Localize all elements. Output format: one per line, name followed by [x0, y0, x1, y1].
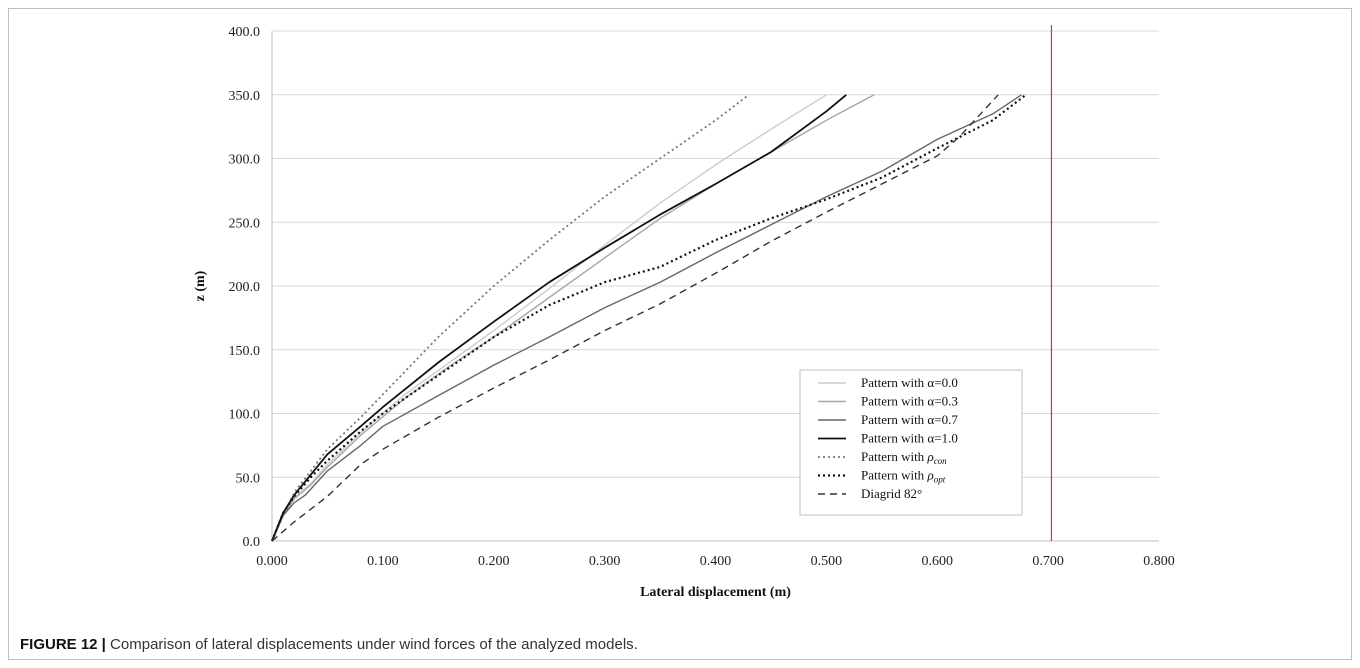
- y-tick-label: 200.0: [229, 280, 261, 295]
- legend: Pattern with α=0.0 Pattern with α=0.3 Patt…: [799, 369, 1023, 516]
- y-tick-label: 250.0: [229, 216, 261, 231]
- legend-box: [799, 369, 1023, 516]
- x-tick-label: 0.000: [256, 554, 288, 569]
- x-tick-label: 0.700: [1032, 554, 1064, 569]
- series-line: [270, 93, 1027, 542]
- y-tick-label: 100.0: [229, 408, 261, 423]
- x-tick-label: 0.600: [922, 554, 954, 569]
- y-tick-label: 0.0: [243, 535, 261, 550]
- y-tick-label: 350.0: [229, 89, 261, 104]
- caption-text: Comparison of lateral displacements unde…: [105, 636, 638, 653]
- series-line: [271, 94, 750, 542]
- grid-lines: [272, 30, 1159, 478]
- series-lines: [270, 93, 1027, 542]
- caption-label: FIGURE 12 |: [20, 636, 106, 653]
- x-tick-label: 0.500: [811, 554, 843, 569]
- legend-entry: Pattern with α=0.3: [861, 394, 958, 409]
- axes: [271, 31, 1159, 542]
- figure-frame: [8, 8, 1352, 660]
- y-tick-label: 300.0: [229, 153, 261, 168]
- series-line: [271, 94, 875, 542]
- series-line: [271, 94, 847, 542]
- series-line: [271, 94, 1022, 542]
- legend-entry: Pattern with ρcon: [861, 449, 947, 466]
- series-line: [271, 94, 999, 542]
- figure-caption: FIGURE 12 | Comparison of lateral displa…: [20, 636, 638, 653]
- legend-entry: Pattern with ρopt: [861, 468, 946, 485]
- tick-labels: 0.0 50.0 100.0 150.0 200.0 250.0 300.0 350.0 400…: [229, 25, 1175, 569]
- legend-entry: Pattern with α=0.7: [861, 412, 958, 427]
- x-tick-label: 0.800: [1143, 554, 1175, 569]
- y-axis-label: z (m): [193, 270, 208, 301]
- y-tick-label: 400.0: [229, 25, 261, 40]
- x-axis-label: Lateral displacement (m): [640, 585, 791, 600]
- legend-entry: Diagrid 82°: [861, 486, 922, 501]
- legend-entry: Pattern with α=0.0: [861, 375, 958, 390]
- series-line: [271, 94, 827, 542]
- x-tick-label: 0.200: [478, 554, 510, 569]
- x-tick-label: 0.100: [367, 554, 399, 569]
- y-tick-label: 50.0: [236, 471, 261, 486]
- legend-entry: Pattern with α=1.0: [861, 431, 958, 446]
- x-tick-label: 0.400: [700, 554, 732, 569]
- x-tick-label: 0.300: [589, 554, 621, 569]
- y-tick-label: 150.0: [229, 344, 261, 359]
